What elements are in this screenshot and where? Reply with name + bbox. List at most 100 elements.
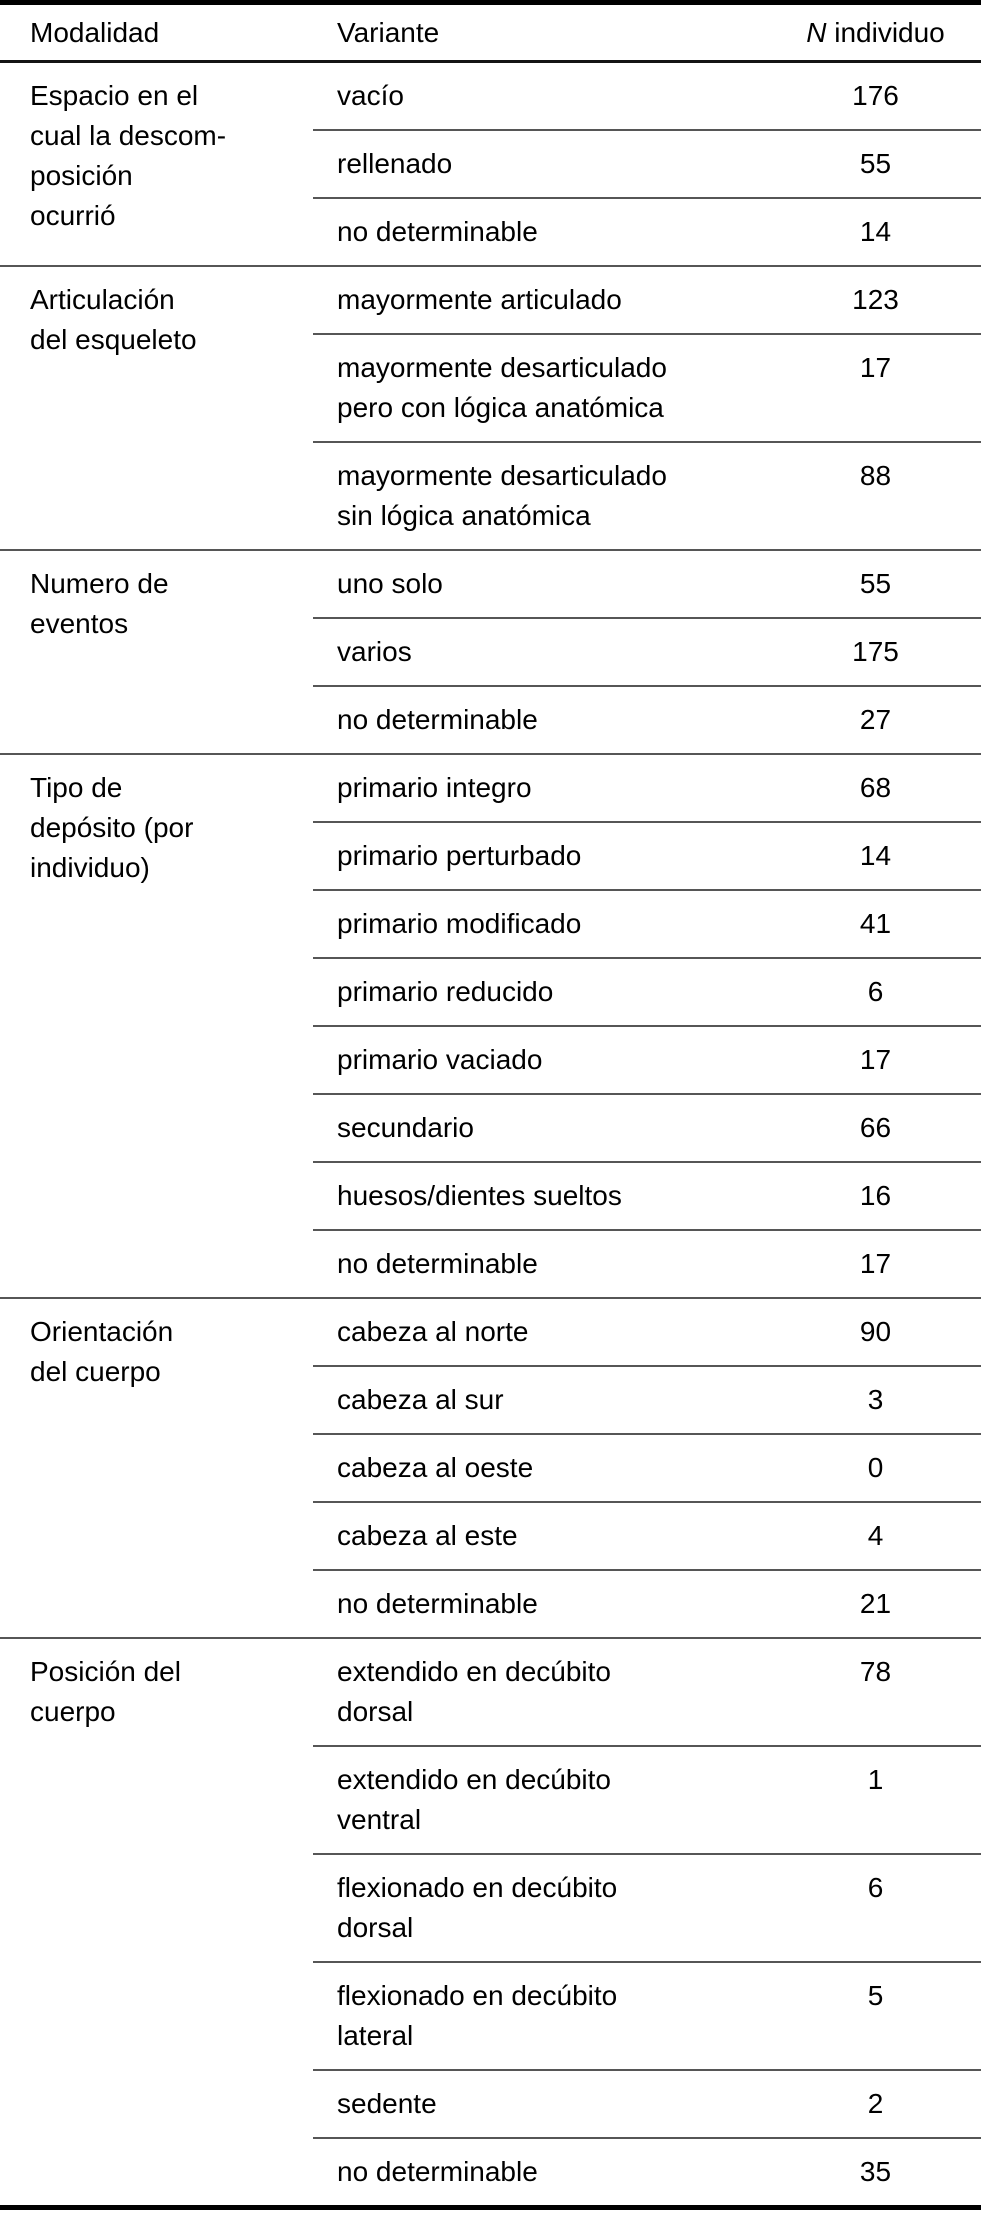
variant-count: 5 <box>867 1980 884 2011</box>
variant-row: huesos/dientes sueltos 16 <box>313 1163 981 1231</box>
variant-label: no determinable <box>337 704 538 735</box>
variant-count: 3 <box>867 1384 884 1415</box>
variant-label: no determinable <box>337 216 538 247</box>
modality-group: Espacio en el cual la descom- posición o… <box>0 63 981 267</box>
variant-label: cabeza al este <box>337 1520 518 1551</box>
variant-row: mayormente desarticulado sin lógica anat… <box>313 443 981 549</box>
variant-count: 6 <box>867 976 884 1007</box>
variant-count: 16 <box>859 1180 892 1211</box>
modalidad-column-header: Modalidad <box>30 17 160 48</box>
variant-label: primario modificado <box>337 908 582 939</box>
variant-row: mayormente desarticulado pero con lógica… <box>313 335 981 443</box>
variant-count: 68 <box>859 772 892 803</box>
variant-row: flexionado en decúbito dorsal 6 <box>313 1855 981 1963</box>
variant-count: 35 <box>859 2156 892 2187</box>
variant-row: extendido en decúbito ventral 1 <box>313 1747 981 1855</box>
variant-count: 4 <box>867 1520 884 1551</box>
variant-label: sedente <box>337 2088 437 2119</box>
variant-row: primario integro 68 <box>313 755 981 823</box>
variant-count: 90 <box>859 1316 892 1347</box>
variant-list: extendido en decúbito dorsal 78 extendid… <box>313 1639 981 2205</box>
variant-label: primario integro <box>337 772 532 803</box>
modality-label: Articulación del esqueleto <box>30 284 197 355</box>
modality-label: Orientación del cuerpo <box>30 1316 174 1387</box>
variant-row: no determinable 27 <box>313 687 981 753</box>
variant-count: 17 <box>859 1248 892 1279</box>
variant-label: cabeza al oeste <box>337 1452 534 1483</box>
variant-label: flexionado en decúbito lateral <box>337 1980 618 2051</box>
modality-label: Espacio en el cual la descom- posición o… <box>30 80 227 231</box>
variant-label: vacío <box>337 80 404 111</box>
variant-label: no determinable <box>337 1248 538 1279</box>
variant-label: huesos/dientes sueltos <box>337 1180 622 1211</box>
variant-label: cabeza al sur <box>337 1384 504 1415</box>
variant-count: 2 <box>867 2088 884 2119</box>
variant-count: 123 <box>852 284 899 315</box>
variant-list: vacío 176 rellenado 55 no determinable 1… <box>313 63 981 265</box>
variant-label: extendido en decúbito ventral <box>337 1764 611 1835</box>
variant-row: varios 175 <box>313 619 981 687</box>
variant-count: 176 <box>852 80 899 111</box>
variant-row: cabeza al norte 90 <box>313 1299 981 1367</box>
variant-count: 41 <box>859 908 892 939</box>
modality-group: Posición del cuerpo extendido en decúbit… <box>0 1639 981 2205</box>
variant-count: 14 <box>859 216 892 247</box>
variant-row: uno solo 55 <box>313 551 981 619</box>
variant-label: primario perturbado <box>337 840 582 871</box>
modality-group: Articulación del esqueleto mayormente ar… <box>0 267 981 551</box>
variant-list: mayormente articulado 123 mayormente des… <box>313 267 981 549</box>
variant-count: 21 <box>859 1588 892 1619</box>
variant-count: 0 <box>867 1452 884 1483</box>
variant-label: flexionado en decúbito dorsal <box>337 1872 618 1943</box>
variant-row: vacío 176 <box>313 63 981 131</box>
variant-row: no determinable 17 <box>313 1231 981 1297</box>
variant-label: mayormente desarticulado pero con lógica… <box>337 352 667 423</box>
variant-count: 78 <box>859 1656 892 1687</box>
variante-column-header: Variante <box>337 17 440 48</box>
variant-row: cabeza al sur 3 <box>313 1367 981 1435</box>
variant-count: 88 <box>859 460 892 491</box>
variant-row: cabeza al este 4 <box>313 1503 981 1571</box>
variant-label: mayormente articulado <box>337 284 622 315</box>
variant-list: uno solo 55 varios 175 no determinable 2… <box>313 551 981 753</box>
variant-label: cabeza al norte <box>337 1316 529 1347</box>
modality-label: Posición del cuerpo <box>30 1656 181 1727</box>
variant-list: cabeza al norte 90 cabeza al sur 3 cabez… <box>313 1299 981 1637</box>
variant-label: rellenado <box>337 148 453 179</box>
variant-label: no determinable <box>337 2156 538 2187</box>
variant-row: mayormente articulado 123 <box>313 267 981 335</box>
variant-row: rellenado 55 <box>313 131 981 199</box>
variant-count: 55 <box>859 568 892 599</box>
variant-count: 14 <box>859 840 892 871</box>
n-individuo-label: individuo <box>826 17 945 48</box>
n-symbol: N <box>806 17 827 48</box>
variant-count: 1 <box>867 1764 884 1795</box>
table-header-row: Modalidad Variante N individuo <box>0 5 981 63</box>
modality-group: Orientación del cuerpo cabeza al norte 9… <box>0 1299 981 1639</box>
variant-count: 27 <box>859 704 892 735</box>
variant-label: secundario <box>337 1112 474 1143</box>
modality-label: Numero de eventos <box>30 568 169 639</box>
variant-row: extendido en decúbito dorsal 78 <box>313 1639 981 1747</box>
variant-label: varios <box>337 636 412 667</box>
table-body: Espacio en el cual la descom- posición o… <box>0 63 981 2205</box>
variant-row: cabeza al oeste 0 <box>313 1435 981 1503</box>
variant-row: flexionado en decúbito lateral 5 <box>313 1963 981 2071</box>
n-individuo-column-header: N individuo <box>770 13 981 53</box>
variant-count: 17 <box>859 352 892 383</box>
variant-label: uno solo <box>337 568 443 599</box>
variant-label: primario vaciado <box>337 1044 543 1075</box>
variant-row: no determinable 35 <box>313 2139 981 2205</box>
variant-row: sedente 2 <box>313 2071 981 2139</box>
variant-label: mayormente desarticulado sin lógica anat… <box>337 460 667 531</box>
variant-row: no determinable 14 <box>313 199 981 265</box>
variant-row: primario modificado 41 <box>313 891 981 959</box>
modality-group: Numero de eventos uno solo 55 varios 175… <box>0 551 981 755</box>
variant-count: 55 <box>859 148 892 179</box>
variant-row: primario perturbado 14 <box>313 823 981 891</box>
variant-count: 66 <box>859 1112 892 1143</box>
modality-label: Tipo de depósito (por individuo) <box>30 772 194 883</box>
variant-count: 6 <box>867 1872 884 1903</box>
variant-count: 17 <box>859 1044 892 1075</box>
